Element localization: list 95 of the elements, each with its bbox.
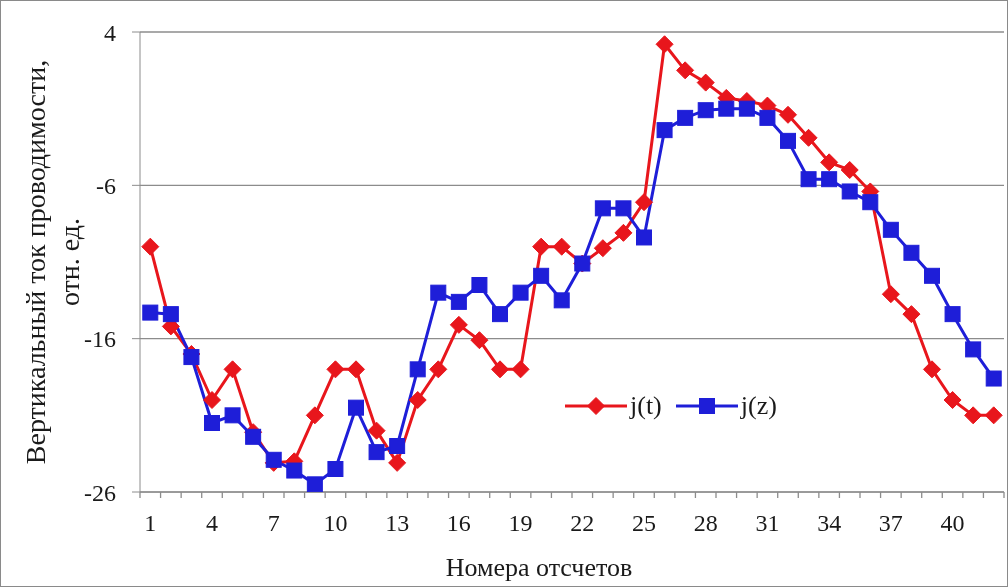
point [799, 128, 818, 147]
point [943, 391, 962, 409]
y-tick-label: 4 [104, 19, 116, 46]
x-tick-label: 34 [817, 510, 842, 537]
point [306, 476, 323, 492]
x-tick-label: 19 [508, 510, 533, 537]
point [223, 360, 242, 379]
point [614, 223, 633, 242]
point [449, 315, 468, 334]
point [388, 453, 407, 472]
point [286, 462, 303, 479]
point [491, 360, 509, 379]
x-tick-label: 7 [267, 510, 280, 537]
point [327, 461, 344, 477]
point [492, 306, 508, 323]
point [696, 73, 715, 92]
point [471, 277, 488, 293]
point [204, 415, 220, 431]
point [450, 293, 467, 310]
point [203, 391, 221, 409]
point [903, 244, 920, 261]
point [389, 438, 406, 454]
legend-label: j(z) [740, 391, 777, 421]
point [881, 285, 900, 304]
point [800, 171, 817, 188]
point [245, 428, 262, 445]
point [183, 349, 200, 366]
point [902, 305, 921, 324]
point [965, 341, 982, 358]
legend-label: j(t) [630, 391, 662, 421]
x-tick-label: 10 [323, 510, 348, 537]
point [821, 171, 838, 188]
point [882, 221, 899, 238]
x-tick-label: 13 [385, 510, 410, 537]
point [677, 109, 694, 126]
point [533, 267, 550, 284]
point [553, 292, 570, 309]
point [367, 421, 386, 440]
point [635, 193, 653, 212]
point [840, 161, 859, 179]
x-tick-label: 28 [693, 510, 718, 537]
point [841, 183, 858, 200]
x-tick-label: 16 [446, 510, 471, 537]
point [615, 200, 632, 217]
point [924, 267, 940, 284]
point [780, 132, 796, 149]
point [964, 406, 983, 425]
point [265, 451, 282, 468]
y-tick-label: -26 [84, 479, 116, 506]
point [162, 306, 179, 323]
point [224, 407, 241, 424]
y-axis-title: Вертикальный ток проводимости, отн. ед. [20, 59, 85, 465]
point [759, 109, 776, 126]
point [408, 391, 427, 409]
point [141, 237, 160, 256]
x-axis-title: Номера отсчетов [445, 553, 633, 582]
point [142, 304, 159, 321]
point [655, 35, 674, 54]
point [593, 239, 612, 258]
point [697, 102, 714, 119]
y-tick-label: -6 [96, 172, 116, 199]
y-tick-label: -16 [84, 326, 116, 353]
point [326, 360, 345, 379]
point [738, 100, 755, 117]
point [532, 237, 551, 256]
x-tick-label: 4 [206, 510, 218, 537]
x-tick-label: 31 [755, 510, 780, 537]
point [511, 360, 530, 379]
x-tick-label: 1 [144, 510, 157, 537]
point [409, 361, 426, 378]
point [656, 122, 673, 139]
point [779, 105, 797, 124]
point [862, 194, 879, 211]
point [429, 360, 448, 379]
point [820, 153, 839, 172]
point [347, 360, 365, 379]
point [944, 306, 961, 323]
point [552, 237, 571, 256]
point [984, 406, 1003, 425]
x-tick-label: 37 [878, 510, 903, 537]
point [923, 360, 941, 379]
x-tick-label: 40 [940, 510, 965, 537]
point [676, 61, 695, 80]
point [348, 399, 364, 416]
point [636, 229, 652, 246]
point [368, 444, 385, 461]
x-tick-label: 25 [632, 510, 656, 537]
point [512, 284, 529, 301]
point [594, 200, 611, 217]
point [985, 370, 1002, 387]
point [470, 331, 489, 350]
x-tick-label: 22 [570, 510, 595, 537]
point [430, 284, 447, 301]
point [305, 406, 324, 425]
point [718, 100, 735, 117]
